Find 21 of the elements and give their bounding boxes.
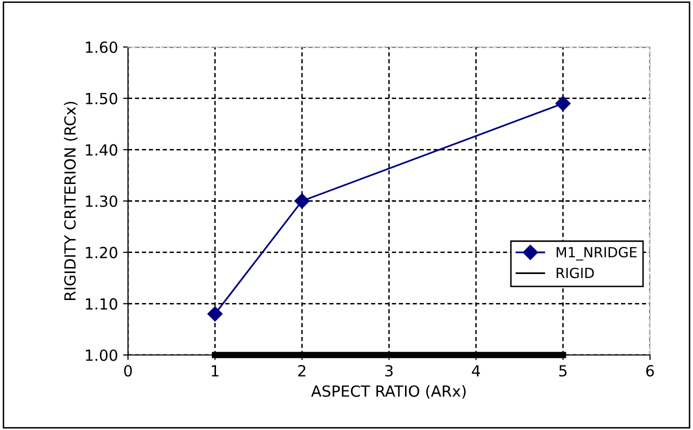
x-tick-label: 6 xyxy=(646,364,654,377)
x-tick-label: 0 xyxy=(124,364,132,377)
y-tick-label: 1.00 xyxy=(86,349,118,362)
legend-label: RIGID xyxy=(556,268,594,278)
x-axis-title: ASPECT RATIO (ARx) xyxy=(311,385,466,399)
y-tick-label: 1.20 xyxy=(86,246,118,258)
point xyxy=(207,306,223,322)
point xyxy=(555,96,571,112)
y-tick-label: 1.10 xyxy=(86,298,118,310)
y-tick-label: 1.40 xyxy=(86,144,118,156)
x-tick-label: 5 xyxy=(559,365,567,377)
y-tick-label: 1.30 xyxy=(86,195,118,208)
y-tick-label: 1.50 xyxy=(86,92,118,104)
x-tick-label: 2 xyxy=(298,364,306,376)
legend-label: M1_NRIDGE xyxy=(556,246,637,261)
y-axis-title: RIGIDITY CRITERION (RCx) xyxy=(64,102,78,300)
x-tick-label: 1 xyxy=(212,365,218,376)
point xyxy=(294,193,310,209)
y-tick-label: 1.60 xyxy=(86,41,118,54)
x-tick-label: 3 xyxy=(385,364,393,377)
x-tick-label: 4 xyxy=(472,365,480,376)
